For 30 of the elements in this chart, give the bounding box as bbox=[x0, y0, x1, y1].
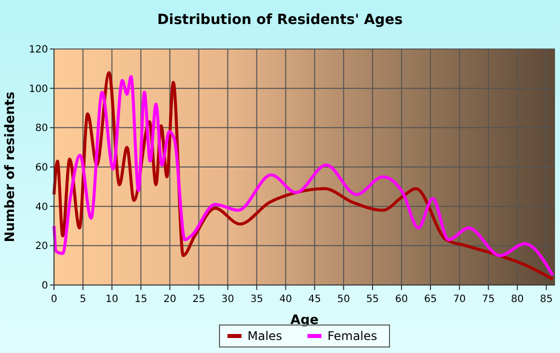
x-tick-label: 70 bbox=[453, 294, 466, 305]
x-tick-label: 40 bbox=[279, 294, 292, 305]
legend-label: Females bbox=[328, 329, 378, 344]
x-tick-label: 55 bbox=[366, 294, 379, 305]
x-tick-label: 60 bbox=[395, 294, 408, 305]
chart-title: Distribution of Residents' Ages bbox=[157, 12, 403, 28]
y-tick-label: 40 bbox=[35, 202, 48, 213]
y-tick-label: 100 bbox=[28, 84, 48, 95]
x-axis-title: Age bbox=[290, 313, 319, 328]
y-tick-label: 80 bbox=[35, 123, 48, 134]
x-tick-label: 85 bbox=[540, 294, 553, 305]
x-tick-label: 10 bbox=[106, 294, 118, 305]
y-tick-label: 60 bbox=[35, 162, 48, 174]
y-tick-label: 20 bbox=[35, 241, 48, 252]
x-tick-label: 45 bbox=[308, 294, 322, 305]
x-tick-label: 0 bbox=[50, 294, 58, 305]
x-tick-label: 25 bbox=[192, 294, 206, 305]
x-tick-label: 5 bbox=[80, 294, 86, 305]
x-tick-label: 15 bbox=[134, 294, 148, 305]
x-tick-label: 30 bbox=[221, 294, 234, 305]
x-tick-label: 75 bbox=[482, 294, 495, 305]
x-tick-label: 80 bbox=[510, 294, 524, 305]
y-tick-label: 120 bbox=[28, 44, 48, 56]
y-axis-title: Number of residents bbox=[3, 91, 18, 242]
x-tick-label: 20 bbox=[163, 294, 176, 305]
x-tick-label: 35 bbox=[250, 294, 264, 305]
x-tick-label: 50 bbox=[337, 294, 350, 305]
legend-label: Males bbox=[248, 329, 282, 344]
x-tick-label: 65 bbox=[424, 294, 437, 305]
y-tick-label: 0 bbox=[42, 280, 48, 292]
